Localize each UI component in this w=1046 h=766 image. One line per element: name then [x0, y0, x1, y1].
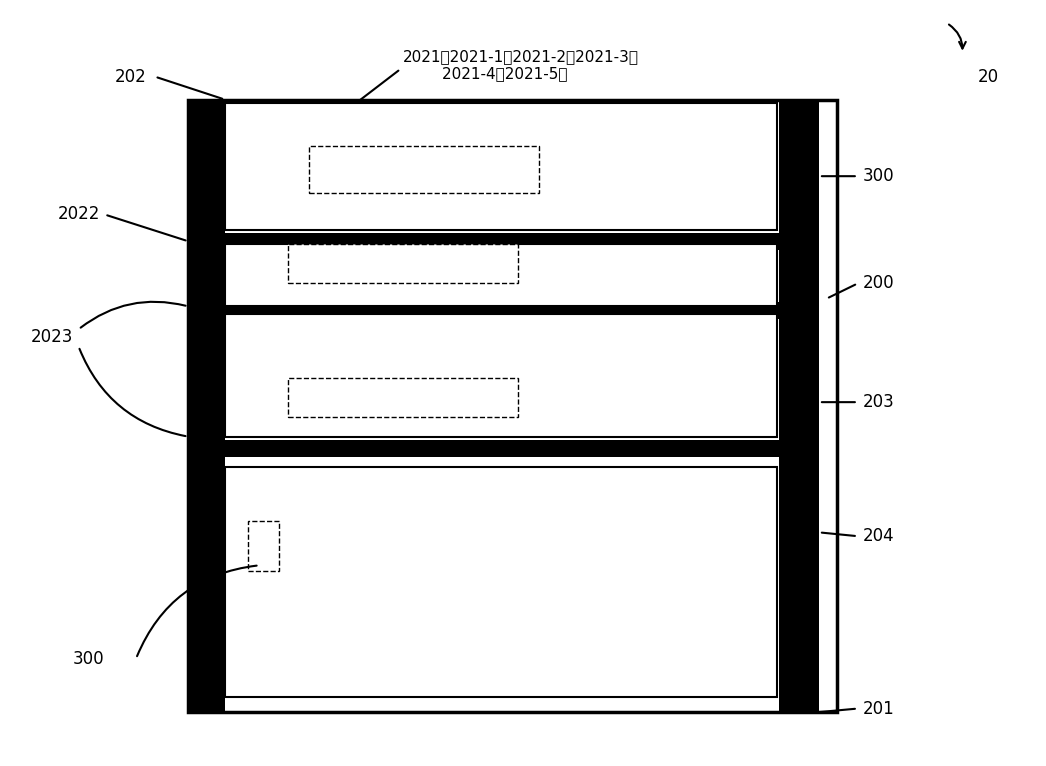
Text: 2021（2021-1、2021-2、2021-3、
        2021-4、2021-5）: 2021（2021-1、2021-2、2021-3、 2021-4、2021-5… — [403, 49, 639, 81]
Text: 2023: 2023 — [31, 328, 73, 346]
Text: 200: 200 — [863, 274, 894, 293]
Bar — [779, 100, 819, 712]
Text: 202: 202 — [115, 67, 146, 86]
Text: 201: 201 — [863, 699, 894, 718]
Text: 300: 300 — [73, 650, 105, 668]
Bar — [288, 378, 518, 417]
Bar — [188, 100, 837, 712]
Text: 203: 203 — [863, 393, 894, 411]
Bar — [288, 244, 518, 283]
Bar — [225, 103, 777, 230]
Text: 2022: 2022 — [58, 205, 99, 224]
Bar — [225, 440, 779, 457]
Text: 300: 300 — [863, 167, 894, 185]
Bar — [225, 302, 779, 319]
Bar — [225, 233, 779, 250]
Text: 20: 20 — [978, 67, 999, 86]
Bar — [188, 100, 225, 712]
Bar — [225, 314, 777, 437]
Text: 204: 204 — [863, 527, 894, 545]
Bar — [225, 467, 777, 697]
Bar — [225, 244, 777, 306]
Bar — [309, 146, 539, 193]
Bar — [248, 521, 279, 571]
